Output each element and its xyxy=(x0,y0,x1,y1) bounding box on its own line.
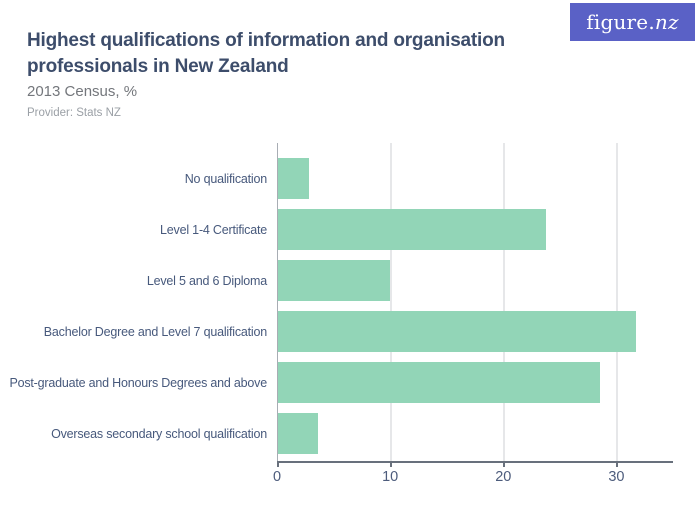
category-label-4: Post-graduate and Honours Degrees and ab… xyxy=(9,375,267,390)
tick-mark-30 xyxy=(616,461,619,467)
chart-subtitle: 2013 Census, % xyxy=(27,83,138,100)
logo-text-roman: figure. xyxy=(586,10,655,34)
x-tick-label-0: 0 xyxy=(272,469,282,485)
bar-5 xyxy=(278,413,318,454)
category-label-0: No qualification xyxy=(184,171,267,186)
category-label-5: Overseas secondary school qualification xyxy=(51,426,267,441)
page-title: Highest qualifications of information an… xyxy=(27,30,505,77)
logo-text-italic: nz xyxy=(654,10,679,34)
figurenz-logo[interactable]: figure.nz xyxy=(570,3,695,41)
bar-3 xyxy=(278,311,636,352)
gridline-x-20 xyxy=(503,143,506,461)
plot-area xyxy=(277,143,673,467)
tick-mark-10 xyxy=(390,461,393,467)
category-label-2: Level 5 and 6 Diploma xyxy=(146,273,267,288)
figurenz-logo-text: figure.nz xyxy=(586,10,678,34)
tick-mark-0 xyxy=(277,461,279,467)
bar-2 xyxy=(278,260,390,301)
gridline-x-30 xyxy=(616,143,619,461)
provider-attribution: Provider: Stats NZ xyxy=(27,107,121,119)
tick-mark-20 xyxy=(503,461,506,467)
gridline-x-10 xyxy=(390,143,393,461)
bar-4 xyxy=(278,362,601,403)
bar-1 xyxy=(278,209,547,250)
x-tick-label-10: 10 xyxy=(382,469,399,485)
x-tick-label-20: 20 xyxy=(495,469,512,485)
bar-0 xyxy=(278,158,309,199)
category-label-1: Level 1-4 Certificate xyxy=(160,222,267,237)
x-tick-label-30: 30 xyxy=(608,469,625,485)
category-label-3: Bachelor Degree and Level 7 qualificatio… xyxy=(43,324,267,339)
